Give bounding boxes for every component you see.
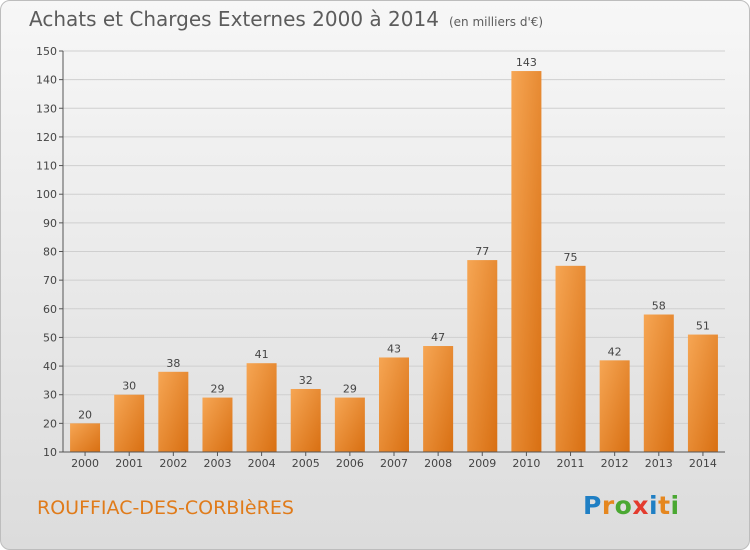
value-label: 29 xyxy=(210,383,224,396)
bar xyxy=(114,394,145,452)
value-label: 47 xyxy=(431,331,445,344)
y-tick-label: 50 xyxy=(43,331,57,344)
chart-title: Achats et Charges Externes 2000 à 2014 (e… xyxy=(29,7,543,31)
y-tick-label: 140 xyxy=(36,74,57,87)
bar xyxy=(379,357,409,452)
y-tick-label: 90 xyxy=(43,217,57,230)
value-label: 58 xyxy=(652,300,666,313)
x-tick-label: 2014 xyxy=(689,457,717,470)
bar xyxy=(643,314,674,452)
commune-name: ROUFFIAC-DES-CORBIèRES xyxy=(37,497,294,519)
value-label: 38 xyxy=(166,357,180,370)
y-tick-label: 110 xyxy=(36,160,57,173)
logo-letter: o xyxy=(614,491,633,520)
x-tick-label: 2005 xyxy=(292,457,320,470)
x-tick-label: 2008 xyxy=(424,457,452,470)
x-tick-label: 2000 xyxy=(71,457,99,470)
labels: 10 20 30 40 50 60 70 80 90 100 110 120 130 140 150 20 20… xyxy=(36,45,717,470)
value-label: 143 xyxy=(516,56,537,69)
bar xyxy=(423,346,454,452)
x-tick-label: 2012 xyxy=(601,457,629,470)
y-tick-label: 20 xyxy=(43,417,57,430)
y-tick-label: 130 xyxy=(36,102,57,115)
bar xyxy=(70,423,101,452)
x-tick-label: 2002 xyxy=(159,457,187,470)
value-label: 43 xyxy=(387,342,401,355)
y-tick-label: 60 xyxy=(43,303,57,316)
x-tick-label: 2003 xyxy=(203,457,231,470)
logo-letter: t xyxy=(658,491,671,520)
x-tick-label: 2010 xyxy=(512,457,540,470)
bar xyxy=(555,265,586,452)
bar xyxy=(158,371,189,452)
logo-letter: P xyxy=(583,491,602,520)
x-tick-label: 2013 xyxy=(645,457,673,470)
bar xyxy=(687,334,718,452)
value-label: 51 xyxy=(696,320,710,333)
bar xyxy=(246,363,277,452)
value-label: 29 xyxy=(343,383,357,396)
bar xyxy=(202,397,233,452)
y-tick-label: 100 xyxy=(36,188,57,201)
y-tick-label: 80 xyxy=(43,246,57,259)
value-label: 20 xyxy=(78,408,92,421)
chart-title-text: Achats et Charges Externes 2000 à 2014 xyxy=(29,7,439,31)
logo-letter: r xyxy=(601,491,615,520)
x-tick-label: 2004 xyxy=(248,457,276,470)
y-tick-label: 10 xyxy=(43,446,57,459)
bar xyxy=(290,388,321,452)
value-label: 42 xyxy=(608,345,622,358)
value-label: 30 xyxy=(122,380,136,393)
chart-subtitle: (en milliers d'€) xyxy=(448,15,544,29)
y-tick-label: 70 xyxy=(43,274,57,287)
value-label: 75 xyxy=(564,251,578,264)
logo-letter: x xyxy=(632,491,649,520)
value-label: 77 xyxy=(475,245,489,258)
bar xyxy=(511,71,542,453)
y-tick-label: 40 xyxy=(43,360,57,373)
logo-letter: i xyxy=(670,491,680,520)
y-tick-label: 150 xyxy=(36,45,57,58)
x-tick-label: 2001 xyxy=(115,457,143,470)
value-label: 32 xyxy=(299,374,313,387)
logo-letter: i xyxy=(649,491,659,520)
x-tick-label: 2007 xyxy=(380,457,408,470)
y-tick-label: 30 xyxy=(43,389,57,402)
proxiti-logo: Proxiti xyxy=(583,491,680,520)
x-tick-label: 2006 xyxy=(336,457,364,470)
x-tick-label: 2009 xyxy=(468,457,496,470)
axes xyxy=(59,50,725,456)
bars xyxy=(70,71,718,453)
y-tick-label: 120 xyxy=(36,131,57,144)
bar xyxy=(599,360,630,452)
bar xyxy=(334,397,365,452)
x-tick-label: 2011 xyxy=(557,457,585,470)
value-label: 41 xyxy=(255,348,269,361)
bar xyxy=(467,260,498,452)
